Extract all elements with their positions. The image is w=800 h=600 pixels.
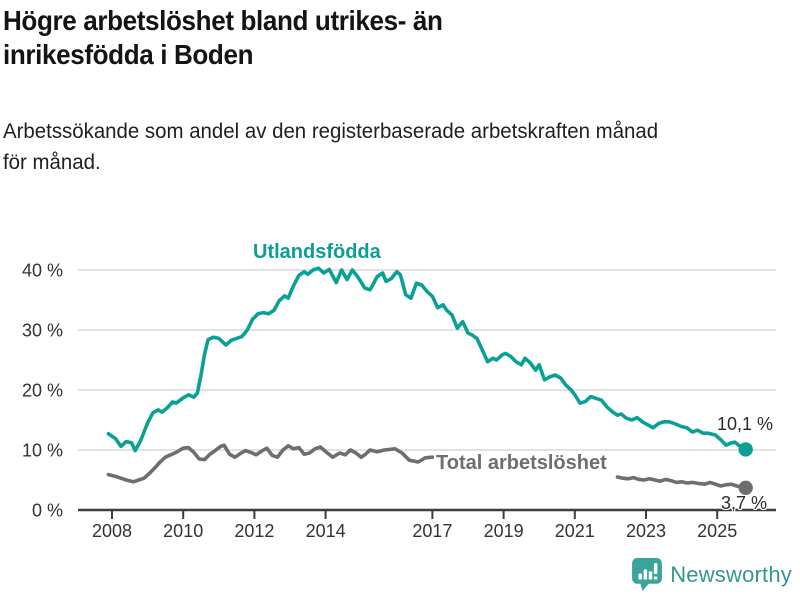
x-axis-labels: 2008 2010 2012 2014 2017 2019 2021 2023 2025 bbox=[92, 521, 737, 541]
series-end-dot-0 bbox=[738, 442, 753, 457]
gridlines bbox=[78, 269, 776, 451]
y-tick-label: 30 % bbox=[22, 321, 63, 341]
series-label-total-arbetsloshet: Total arbetslöshet bbox=[436, 452, 607, 474]
series-end-dot-1 bbox=[738, 480, 753, 495]
x-tick-label: 2019 bbox=[484, 521, 524, 541]
newsworthy-logo-icon bbox=[632, 558, 663, 591]
x-tick-label: 2023 bbox=[626, 521, 666, 541]
page-subtitle: Arbetssökande som andel av den registerb… bbox=[3, 119, 659, 174]
x-tick-label: 2012 bbox=[234, 521, 274, 541]
x-tick-label: 2025 bbox=[697, 521, 737, 541]
end-value-label-utlandsfodda: 10,1 % bbox=[717, 414, 774, 434]
newsworthy-logo: Newsworthy bbox=[631, 557, 792, 592]
newsworthy-wordmark: Newsworthy bbox=[670, 561, 792, 587]
y-tick-label: 10 % bbox=[22, 441, 63, 461]
end-value-label-total: 3,7 % bbox=[721, 493, 768, 513]
x-tick-label: 2021 bbox=[555, 521, 595, 541]
series-label-utlandsfodda: Utlandsfödda bbox=[253, 241, 381, 263]
y-tick-label: 40 % bbox=[22, 261, 63, 281]
y-tick-label: 0 % bbox=[32, 501, 63, 521]
y-axis-labels: 0 % 10 % 20 % 30 % 40 % bbox=[22, 261, 63, 521]
x-tick-label: 2008 bbox=[92, 521, 132, 541]
series-line-1 bbox=[615, 475, 748, 490]
page-title: Högre arbetslöshet bland utrikes- än inr… bbox=[3, 5, 443, 70]
series-lines bbox=[106, 266, 753, 495]
x-axis bbox=[78, 508, 776, 519]
y-tick-label: 20 % bbox=[22, 381, 63, 401]
series-line-0 bbox=[106, 266, 748, 453]
x-tick-label: 2014 bbox=[306, 521, 346, 541]
x-tick-label: 2017 bbox=[412, 521, 452, 541]
x-tick-label: 2010 bbox=[163, 521, 203, 541]
series-line-1 bbox=[106, 443, 435, 484]
